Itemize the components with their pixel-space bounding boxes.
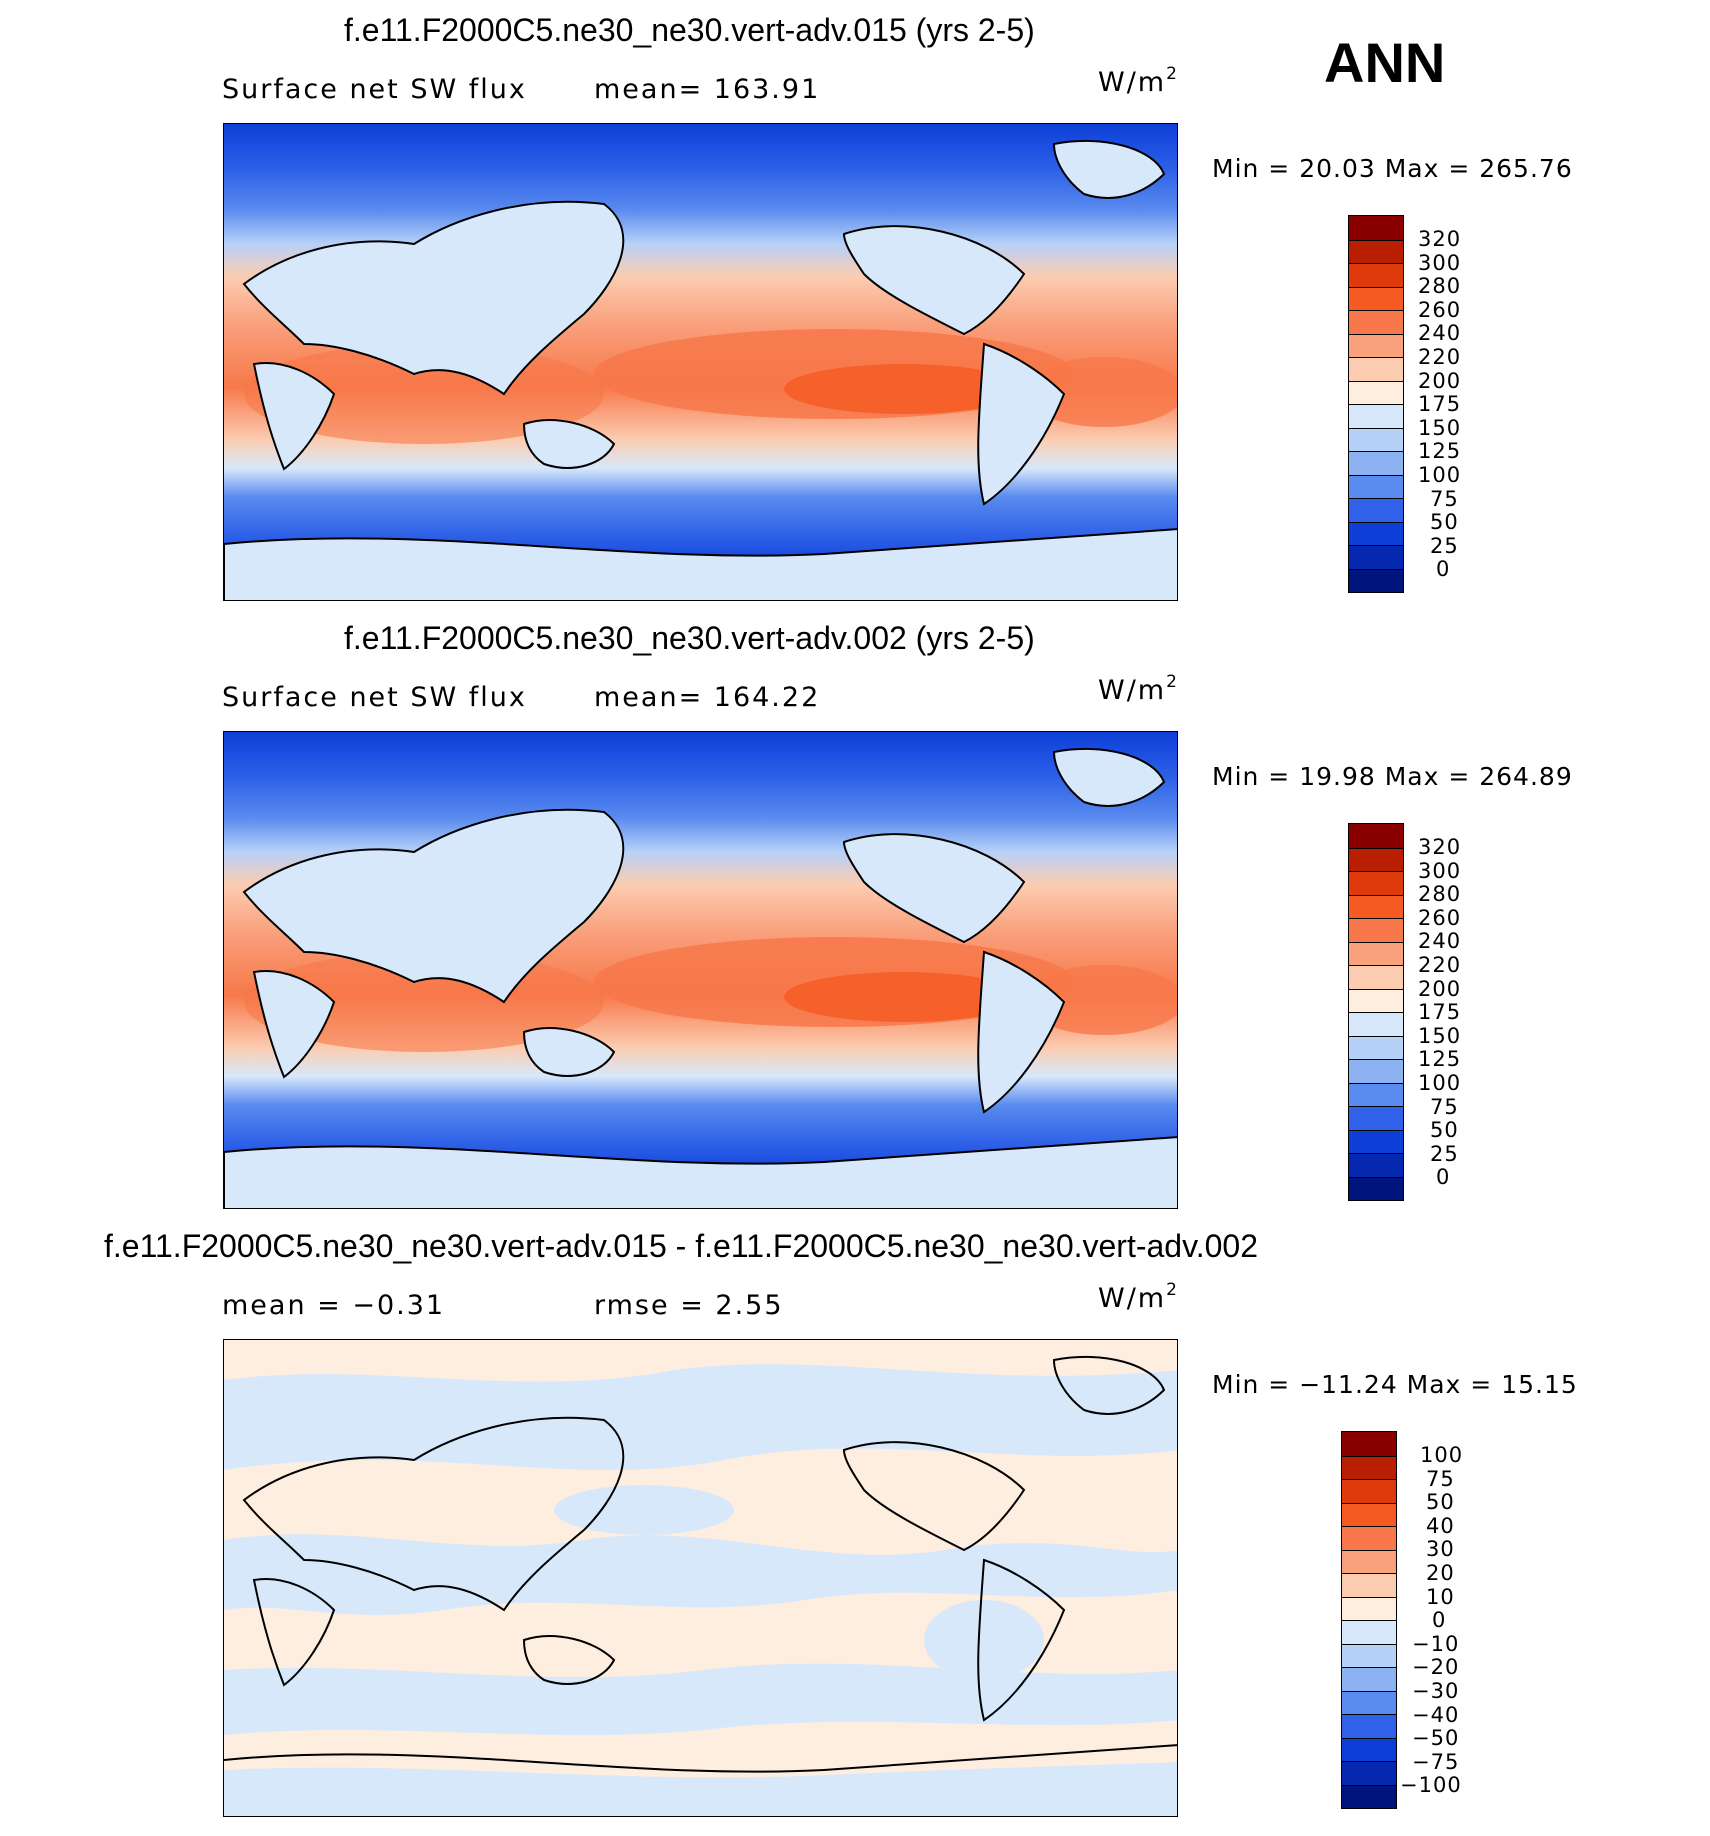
colorbar-label: 125: [1418, 439, 1462, 463]
min-max-label: Min = 20.03 Max = 265.76: [1212, 154, 1573, 183]
colorbar-label: 240: [1418, 321, 1462, 345]
units-label: W/m2: [1098, 64, 1177, 98]
colorbar-label: 0: [1436, 557, 1451, 581]
variable-label: Surface net SW flux: [222, 74, 527, 105]
colorbar-label: 20: [1426, 1561, 1455, 1585]
colorbar-label: 75: [1426, 1467, 1455, 1491]
colorbar-label: 40: [1426, 1514, 1455, 1538]
colorbar-label: 150: [1418, 416, 1462, 440]
colorbar-3: [1341, 1431, 1397, 1809]
rmse-label: rmse = 2.55: [594, 1290, 784, 1321]
colorbar-label: 300: [1418, 251, 1462, 275]
colorbar-1: [1348, 215, 1404, 593]
colorbar-label: 25: [1430, 534, 1459, 558]
colorbar-label: 220: [1418, 953, 1462, 977]
colorbar-label: 320: [1418, 227, 1462, 251]
map-panel-2: [223, 731, 1178, 1209]
colorbar-label: 100: [1418, 1071, 1462, 1095]
colorbar-label: 320: [1418, 835, 1462, 859]
colorbar-label: 100: [1418, 463, 1462, 487]
colorbar-label: −100: [1400, 1773, 1462, 1797]
map-panel-1: [223, 123, 1178, 601]
colorbar-label: −20: [1412, 1655, 1460, 1679]
colorbar-2: [1348, 823, 1404, 1201]
colorbar-label: 75: [1430, 487, 1459, 511]
colorbar-label: −30: [1412, 1679, 1460, 1703]
coastlines: [224, 1355, 1177, 1773]
colorbar-label: −40: [1412, 1703, 1460, 1727]
colorbar-label: 25: [1430, 1142, 1459, 1166]
colorbar-label: 220: [1418, 345, 1462, 369]
mean-label: mean = −0.31: [222, 1290, 446, 1321]
colorbar-label: 200: [1418, 977, 1462, 1001]
colorbar-label: 100: [1420, 1443, 1464, 1467]
colorbar-label: 300: [1418, 859, 1462, 883]
coastlines: [224, 747, 1177, 1208]
mean-label: mean= 164.22: [594, 682, 821, 713]
units-label: W/m2: [1098, 1280, 1177, 1314]
difference-regions: [224, 1364, 1177, 1816]
colorbar-label: 50: [1430, 1118, 1459, 1142]
colorbar-label: 260: [1418, 298, 1462, 322]
colorbar-label: 280: [1418, 274, 1462, 298]
panel-title: f.e11.F2000C5.ne30_ne30.vert-adv.002 (yr…: [344, 620, 1035, 656]
colorbar-label: 280: [1418, 882, 1462, 906]
colorbar-label: −50: [1412, 1726, 1460, 1750]
variable-label: Surface net SW flux: [222, 682, 527, 713]
map-panel-3: [223, 1339, 1178, 1817]
colorbar-label: −75: [1412, 1750, 1460, 1774]
mean-label: mean= 163.91: [594, 74, 821, 105]
colorbar-label: 150: [1418, 1024, 1462, 1048]
colorbar-label: 50: [1430, 510, 1459, 534]
colorbar-label: −10: [1412, 1632, 1460, 1656]
colorbar-label: 125: [1418, 1047, 1462, 1071]
coastlines: [224, 139, 1177, 600]
colorbar-label: 10: [1426, 1585, 1455, 1609]
colorbar-label: 0: [1436, 1165, 1451, 1189]
season-label: ANN: [1324, 31, 1446, 94]
colorbar-label: 175: [1418, 1000, 1462, 1024]
panel-title: f.e11.F2000C5.ne30_ne30.vert-adv.015 (yr…: [344, 12, 1035, 48]
min-max-label: Min = −11.24 Max = 15.15: [1212, 1370, 1578, 1399]
colorbar-label: 260: [1418, 906, 1462, 930]
colorbar-label: 75: [1430, 1095, 1459, 1119]
units-label: W/m2: [1098, 672, 1177, 706]
colorbar-label: 50: [1426, 1490, 1455, 1514]
colorbar-label: 200: [1418, 369, 1462, 393]
colorbar-label: 240: [1418, 929, 1462, 953]
colorbar-label: 30: [1426, 1537, 1455, 1561]
panel-title: f.e11.F2000C5.ne30_ne30.vert-adv.015 - f…: [104, 1228, 1258, 1264]
colorbar-label: 0: [1432, 1608, 1447, 1632]
colorbar-label: 175: [1418, 392, 1462, 416]
min-max-label: Min = 19.98 Max = 264.89: [1212, 762, 1573, 791]
